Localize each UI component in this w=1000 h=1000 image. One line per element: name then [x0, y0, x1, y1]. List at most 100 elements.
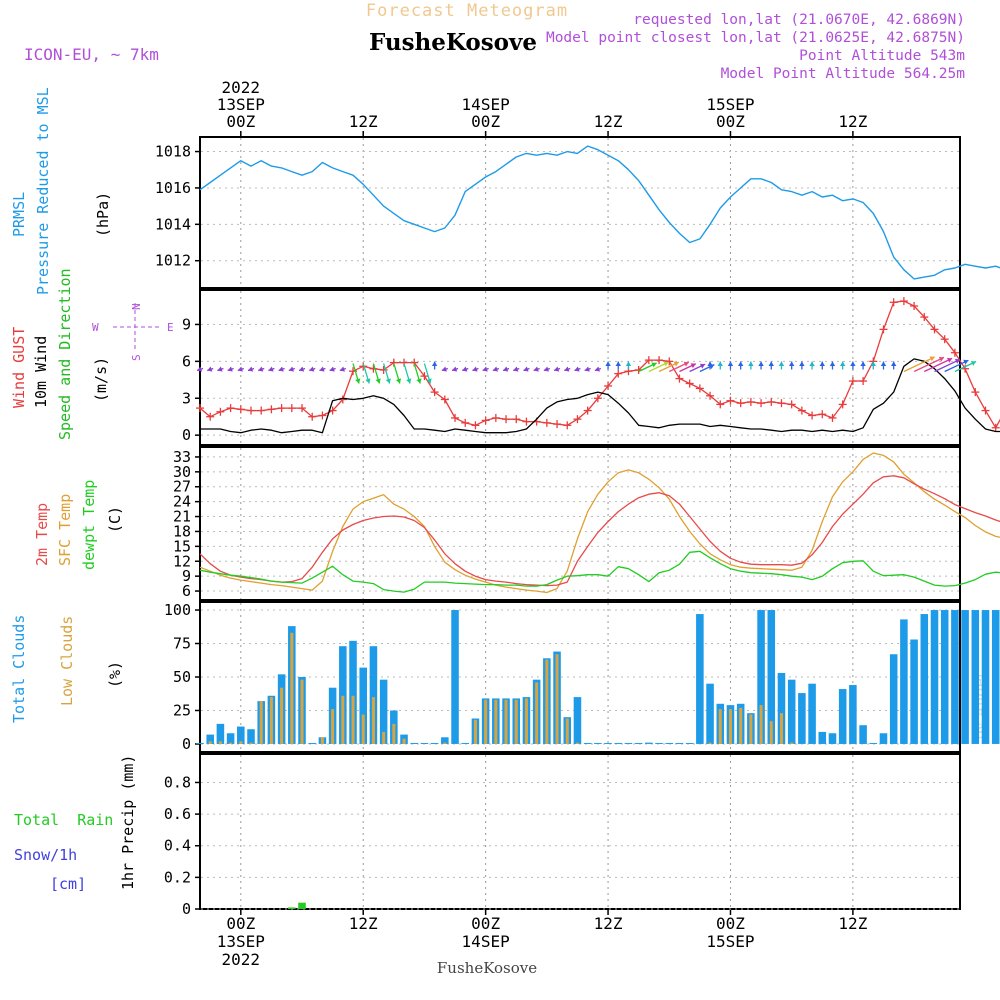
total-cloud-bar	[951, 610, 959, 744]
gust-marker	[910, 301, 919, 310]
model-name: ICON-EU, ~ 7km	[24, 45, 159, 64]
wind-arrow-head	[319, 366, 325, 372]
total-cloud-bar	[308, 742, 316, 744]
wind-arrow-head	[699, 363, 706, 369]
gust-marker	[746, 397, 755, 406]
total-cloud-bar	[379, 679, 388, 744]
wind-arrow-head	[963, 359, 969, 365]
wind-arrow-head	[970, 360, 977, 366]
wind-arrow-head	[365, 378, 371, 384]
temperature-ytick-label: 27	[173, 478, 191, 496]
wind-direction-arrow-icon	[924, 357, 953, 373]
wind-ytick-label: 3	[182, 389, 191, 407]
gust-marker	[940, 335, 949, 344]
total-cloud-bar	[859, 725, 867, 744]
wind-direction-arrow-icon	[913, 356, 945, 373]
wind-arrow-head	[426, 378, 432, 384]
wind-arrow-head	[299, 366, 305, 372]
wind-arrow-head	[625, 361, 632, 366]
gust-marker	[604, 381, 613, 390]
wind-direction-arrow-icon	[594, 366, 602, 372]
low-cloud-bar	[280, 687, 284, 744]
total-cloud-bar	[461, 742, 470, 744]
wind-direction-arrow-icon	[707, 361, 713, 370]
total-cloud-bar	[594, 742, 602, 744]
wind-10m-label: 10m Wind	[32, 336, 50, 408]
pressure-labels: PRMSL Pressure Reduced to MSL (hPa)	[10, 87, 112, 295]
wind-direction-arrow-icon	[278, 366, 285, 372]
wind-arrow-head	[737, 361, 744, 366]
temperature-line-dewpt-temp	[199, 550, 1000, 593]
pressure-label-1: PRMSL	[10, 192, 28, 237]
wind-direction-arrow-icon	[298, 366, 306, 372]
temp-sfc-label: SFC Temp	[56, 494, 74, 566]
gust-marker	[899, 297, 908, 306]
wind-dir-label: Speed and Direction	[56, 268, 74, 440]
total-cloud-bar	[655, 742, 663, 744]
total-cloud-bar	[777, 672, 786, 744]
wind-ytick-label: 0	[182, 426, 191, 444]
gust-marker	[971, 388, 980, 397]
wind-arrow-head	[594, 366, 600, 372]
wind-arrow-head	[615, 361, 621, 366]
gust-marker	[848, 377, 857, 386]
wind-unit: (m/s)	[92, 357, 110, 402]
top-time-label: 12Z	[349, 112, 378, 131]
low-cloud-bar	[320, 737, 324, 744]
wind-direction-arrow-icon	[850, 361, 856, 370]
total-cloud-bar	[879, 733, 888, 744]
bottom-time-label: 00Z	[226, 914, 255, 933]
gust-marker	[818, 410, 827, 419]
wind-arrow-shaft	[924, 357, 953, 373]
gust-marker	[655, 356, 664, 365]
total-cloud-bar	[787, 679, 796, 744]
rain-label: Total Rain	[14, 811, 113, 829]
wind-arrow-head	[651, 362, 657, 368]
top-time-label: 00Z	[226, 112, 255, 131]
total-cloud-bar	[614, 742, 623, 744]
bottom-time-label: 00Z	[471, 914, 500, 933]
wind-direction-arrow-icon	[513, 366, 520, 372]
total-cloud-bar	[849, 685, 857, 744]
precip-labels: Total Rain Snow/1h [cm] 1hr Precip (mm)	[14, 755, 137, 893]
gust-marker	[369, 364, 378, 373]
gust-marker	[889, 298, 898, 307]
wind-arrow-head	[492, 366, 498, 372]
gust-marker	[461, 418, 470, 427]
low-cloud-bar	[259, 701, 263, 744]
wind-arrow-head	[673, 361, 679, 367]
total-cloud-bar	[430, 742, 439, 744]
model-point-altitude: Model Point Altitude 564.25m	[721, 66, 966, 82]
total-cloud-bar	[869, 742, 878, 744]
gust-marker	[981, 406, 990, 415]
gust-marker	[614, 369, 623, 378]
total-cloud-bar	[685, 742, 694, 744]
precipitation-ytick-label: 0.8	[164, 773, 191, 791]
low-cloud-bar	[728, 709, 732, 744]
total-cloud-bar	[940, 610, 949, 744]
wind-arrow-head	[482, 366, 488, 372]
gust-marker	[420, 372, 429, 381]
wind-direction-arrow-icon	[451, 366, 459, 372]
pressure-ytick-label: 1016	[155, 179, 191, 197]
wind-direction-arrow-icon	[819, 361, 825, 370]
top-time-label: 12Z	[594, 112, 623, 131]
wind-direction-arrow-icon	[196, 366, 204, 372]
gust-marker	[879, 325, 888, 334]
wind-arrow-head	[355, 378, 361, 384]
wind-arrow-head	[385, 378, 391, 384]
wind-direction-arrow-icon	[472, 366, 479, 372]
total-cloud-bar	[910, 639, 918, 744]
wind-direction-arrow-icon	[605, 361, 611, 370]
wind-direction-arrow-icon	[778, 361, 785, 370]
total-cloud-bar	[369, 646, 378, 744]
pressure-panel-frame	[199, 136, 961, 289]
wind-arrow-head	[278, 366, 284, 372]
total-cloud-bar	[206, 734, 214, 744]
wind-arrow-head	[890, 361, 897, 366]
wind-direction-arrow-icon	[362, 363, 371, 384]
compass-s: S	[130, 354, 143, 361]
wind-direction-arrow-icon	[890, 361, 897, 370]
wind-direction-arrow-icon	[217, 366, 224, 372]
wind-arrow-head	[395, 378, 402, 384]
